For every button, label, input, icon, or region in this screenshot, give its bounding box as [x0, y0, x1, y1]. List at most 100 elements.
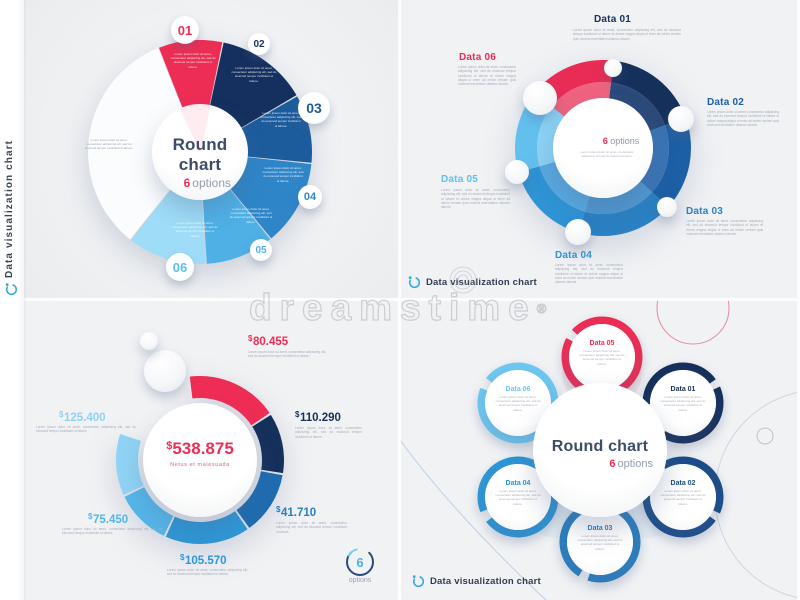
options-word: options	[617, 458, 653, 470]
satellite-ring-arc	[661, 386, 724, 444]
right-margin-strip	[797, 0, 800, 600]
label-data-03: Data 03	[686, 206, 723, 217]
donut-segment	[236, 471, 283, 528]
mini-options-word: options	[348, 577, 372, 584]
brand-logo-icon	[5, 283, 18, 295]
donut-segment	[124, 487, 174, 536]
label-paragraph: Lorem ipsum dolor sit amet, consectetur …	[555, 263, 623, 285]
sphere-decoration	[140, 332, 158, 350]
satellite-paragraph: Lorem ipsum dolor sit amet, consectetur …	[495, 395, 541, 412]
template-ring-chart-spheres: 6 options Lorem ipsum dolor sit amet, co…	[400, 0, 800, 300]
sphere-decoration	[657, 197, 677, 217]
ring-inner-segment	[584, 181, 653, 214]
value-label-1: $80.455	[248, 334, 288, 348]
mini-options-number: 6	[356, 554, 364, 570]
value-paragraph: Lorem ipsum dolor sit amet, consectetur …	[276, 521, 347, 534]
satellite-ring-arc	[559, 506, 585, 577]
currency-sign: $	[166, 440, 173, 452]
options-number: 6	[609, 458, 616, 470]
sphere-decoration	[668, 106, 694, 132]
value-amount: 125.400	[63, 412, 106, 424]
pie-segment-04	[229, 156, 312, 239]
brand-footer: Data visualization chart	[408, 276, 537, 289]
currency-sign: $	[276, 505, 281, 514]
satellite-ring-arc	[561, 337, 587, 393]
ring-outer-segment	[652, 117, 691, 207]
value-label-6: $125.400	[59, 410, 106, 424]
satellite-paragraph: Lorem ipsum dolor sit amet, consectetur …	[660, 489, 706, 506]
satellite-circle-data-05: Data 05 Lorem ipsum dolor sit amet, cons…	[569, 324, 635, 390]
sphere-decoration	[523, 81, 557, 115]
value-amount: 110.290	[299, 412, 341, 424]
satellite-ring-arc	[642, 495, 716, 538]
segment-badge-01: 01	[171, 16, 199, 44]
value-paragraph: Lorem ipsum dolor sit amet, consectetur …	[36, 425, 136, 434]
segment-badge-05: 05	[250, 239, 272, 261]
currency-sign: $	[59, 410, 64, 419]
value-paragraph: Lorem ipsum dolor sit amet, consectetur …	[167, 568, 248, 577]
value-amount: 105.570	[184, 555, 227, 567]
center-caption: Netus et malesuada	[170, 462, 230, 468]
donut-segment	[189, 376, 270, 426]
pie-segment-06	[131, 188, 206, 265]
label-paragraph: Lorem ipsum dolor sit amet, consectetur …	[707, 110, 779, 127]
value-paragraph: Lorem ipsum dolor sit amet, consectetur …	[248, 350, 326, 359]
sphere-decoration	[565, 219, 591, 245]
watermark-registered-icon: ®	[536, 301, 547, 317]
donut-segment	[252, 414, 284, 474]
currency-sign: $	[180, 553, 185, 562]
brand-footer: Data visualization chart	[412, 575, 541, 588]
center-amount: 538.875	[172, 439, 234, 458]
donut-segment	[165, 511, 248, 544]
label-paragraph: Lorem ipsum dolor sit amet, consectetur …	[686, 219, 763, 236]
left-margin-strip: Data visualization chart	[0, 0, 24, 600]
decoration-circle	[756, 427, 774, 445]
chart-center-circle: $538.875 Netus et malesuada	[143, 403, 257, 517]
satellite-circle-data-03: Data 03 Lorem ipsum dolor sit amet, cons…	[567, 509, 633, 575]
decoration-circle	[714, 391, 800, 599]
chart-title: Round chart	[172, 135, 228, 174]
pie-segment-blank	[88, 48, 183, 240]
satellite-ring-arc	[571, 316, 643, 393]
currency-sign: $	[88, 512, 93, 521]
value-amount: 80.455	[252, 336, 289, 348]
donut-segment	[116, 434, 144, 495]
satellite-heading: Data 05	[589, 340, 615, 347]
brand-footer-text: Data visualization chart	[430, 576, 541, 587]
decoration-arc	[400, 439, 547, 600]
donut-chart	[116, 376, 284, 544]
satellite-paragraph: Lorem ipsum dolor sit amet, consectetur …	[660, 395, 706, 412]
satellite-paragraph: Lorem ipsum dolor sit amet, consectetur …	[577, 534, 623, 551]
pie-segment-01	[158, 40, 223, 110]
ring-inner-segment	[537, 106, 565, 167]
mini-options-widget: 6	[343, 545, 377, 579]
template-donut-round-chart: Lorem ipsum dolor sit amet, consectetur …	[0, 0, 400, 300]
ring-outer-segment	[611, 60, 686, 126]
satellite-heading: Data 03	[587, 525, 613, 532]
options-count-label: 6 options	[152, 176, 231, 190]
satellite-ring-arc	[587, 506, 641, 583]
pie-segment-02	[209, 42, 297, 129]
label-data-06: Data 06	[459, 52, 496, 63]
segment-placeholder-text: Lorem ipsum dolor sit amet, consectetur …	[172, 221, 218, 238]
mini-arc-icon	[346, 548, 374, 576]
label-paragraph: Lorem ipsum dolor sit amet, consectetur …	[573, 28, 681, 41]
center-total-value: $538.875	[143, 439, 257, 459]
brand-logo-icon	[412, 575, 425, 587]
segment-badge-02: 02	[248, 33, 270, 55]
ring-inner-segment	[640, 125, 669, 193]
satellite-paragraph: Lorem ipsum dolor sit amet, consectetur …	[579, 349, 625, 366]
value-amount: 41.710	[280, 507, 317, 519]
sphere-decoration	[604, 59, 622, 77]
options-count-label: 6 options	[589, 136, 653, 146]
options-number: 6	[602, 136, 608, 146]
label-data-04: Data 04	[555, 250, 592, 261]
satellite-heading: Data 06	[505, 386, 531, 393]
ring-outer-segment	[578, 192, 669, 237]
chart-center-circle: 6 options Lorem ipsum dolor sit amet, co…	[553, 98, 653, 198]
segment-placeholder-text: Lorem ipsum dolor sit amet, consectetur …	[231, 66, 277, 83]
segment-placeholder-text: Lorem ipsum dolor sit amet, consectetur …	[260, 111, 302, 128]
segment-placeholder-text: Lorem ipsum dolor sit amet, consectetur …	[262, 166, 304, 183]
value-label-5: $75.450	[88, 512, 128, 526]
segment-placeholder-text: Lorem ipsum dolor sit amet, consectetur …	[229, 207, 273, 224]
